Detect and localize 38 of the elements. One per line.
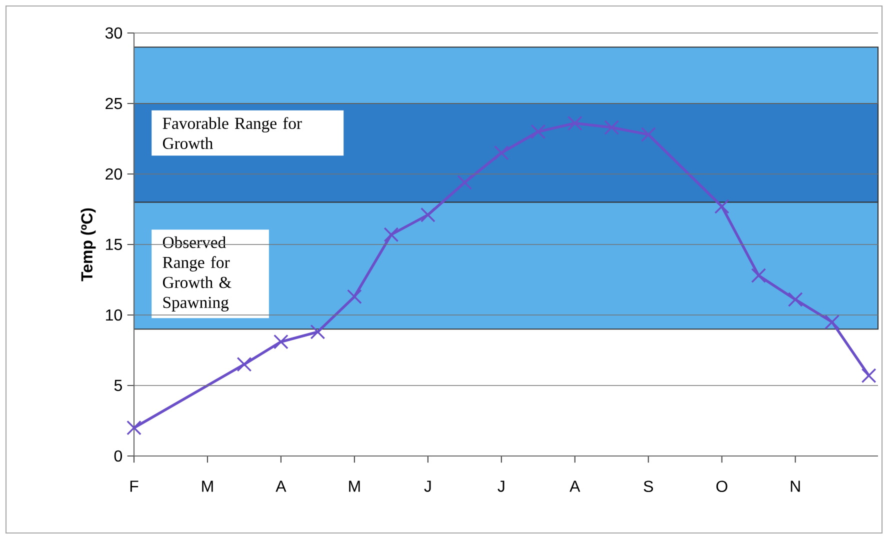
y-tick-label: 0: [114, 450, 122, 462]
point: [494, 145, 509, 160]
point: [640, 127, 656, 142]
point: [751, 268, 766, 283]
x-tick-label: M: [349, 480, 360, 492]
y-tick-label: 30: [105, 27, 122, 39]
y-tick-label: 25: [106, 98, 122, 110]
y-tick-label: 20: [106, 168, 122, 180]
point: [530, 124, 546, 140]
y-tick-label: 15: [106, 238, 122, 250]
x-tick-label: A: [570, 480, 580, 492]
point: [604, 120, 620, 135]
point: [273, 334, 288, 350]
x-tick-label: S: [644, 480, 653, 492]
point: [714, 198, 730, 214]
band-label: Observed Range for Growth & Spawning: [162, 236, 232, 312]
x-tick-label: A: [276, 480, 286, 492]
x-tick-label: F: [130, 480, 138, 492]
point: [126, 420, 142, 436]
y-tick-label: 5: [114, 380, 122, 392]
point: [310, 324, 326, 340]
y-tick-label: 10: [106, 309, 122, 321]
x-tick-label: O: [716, 480, 728, 492]
point: [420, 207, 436, 222]
point: [788, 292, 803, 307]
point: [567, 116, 582, 131]
x-tick-label: J: [424, 480, 431, 492]
point: [861, 368, 876, 384]
y-axis-title: Temp (ºC): [80, 208, 96, 282]
point: [457, 174, 472, 190]
point: [236, 356, 252, 372]
point: [384, 227, 399, 242]
x-tick-label: M: [202, 480, 213, 492]
point: [824, 314, 840, 330]
x-tick-label: J: [498, 480, 504, 492]
x-tick-label: N: [790, 480, 800, 492]
point: [346, 289, 362, 304]
band-label: Favorable Range for Growth: [162, 117, 302, 149]
